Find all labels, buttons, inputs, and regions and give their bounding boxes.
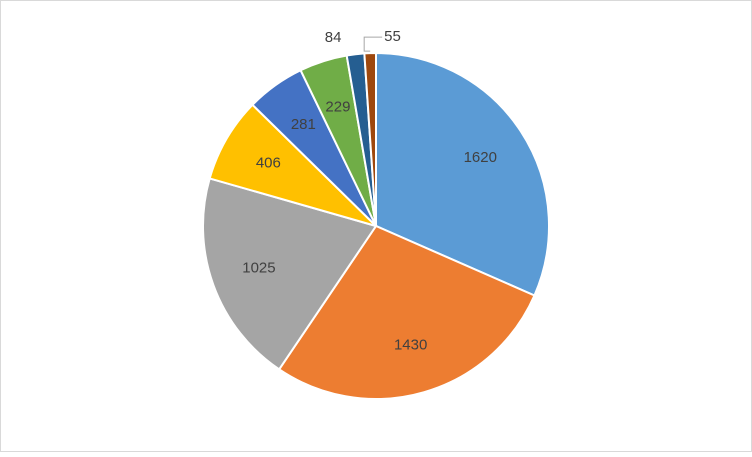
- pie-slice: [375, 51, 550, 297]
- data-label: 1025: [242, 260, 275, 277]
- data-label: 281: [291, 116, 316, 133]
- data-label: 55: [384, 28, 401, 45]
- leader-line: [363, 36, 383, 52]
- pie-slice: [202, 177, 378, 371]
- data-label: 229: [325, 98, 350, 115]
- data-label: 84: [325, 29, 342, 46]
- data-label: 1620: [464, 149, 497, 166]
- data-label: 406: [256, 154, 281, 171]
- pie-slice: [363, 51, 377, 227]
- data-label: 1430: [394, 337, 427, 354]
- pie-slice: [277, 224, 536, 400]
